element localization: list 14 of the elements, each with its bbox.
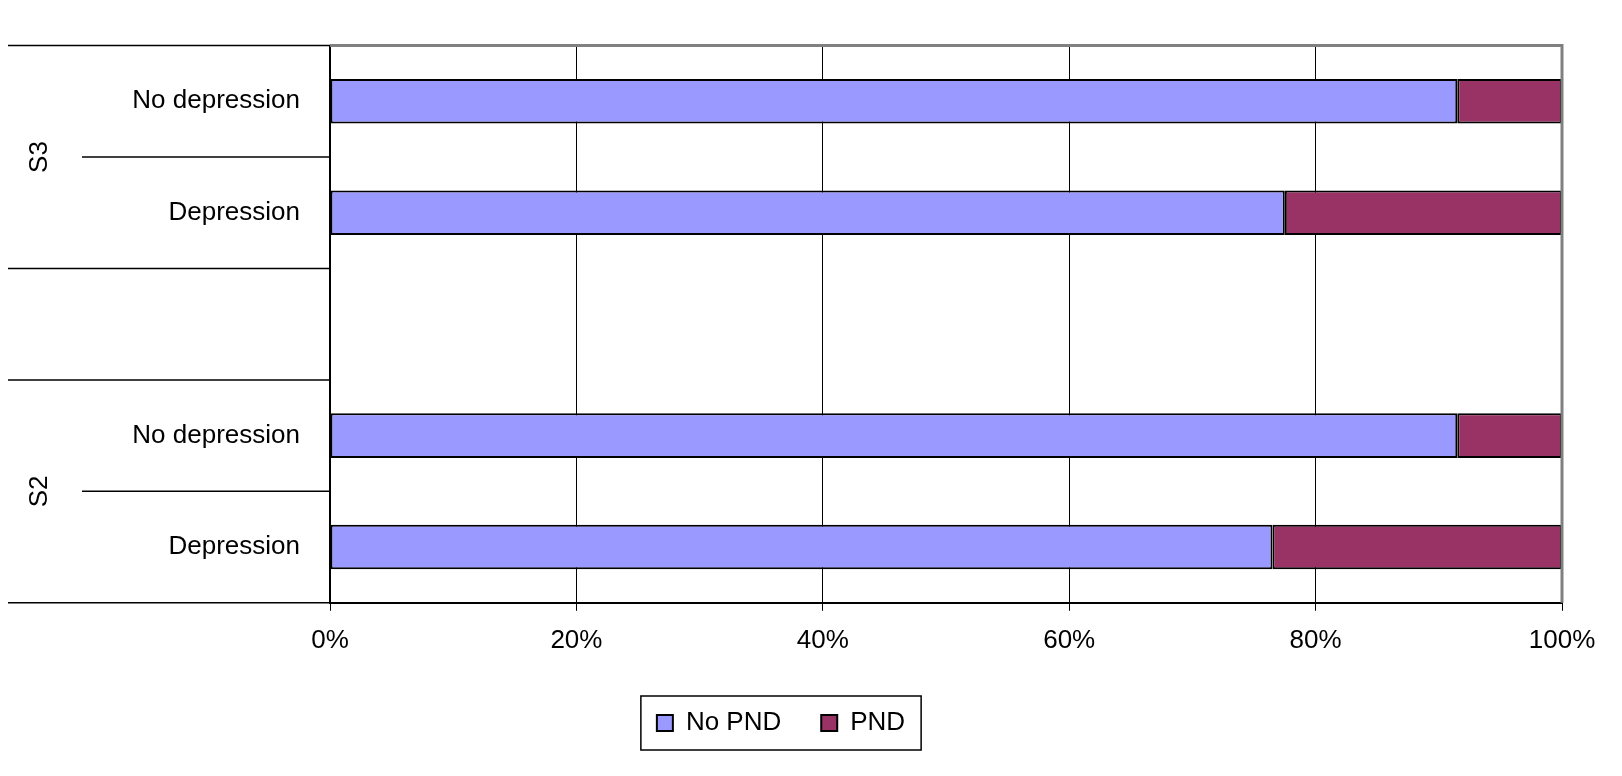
x-tick-label: 80%: [1289, 623, 1342, 654]
y-tick-label: No depression: [132, 418, 300, 449]
x-tick-label: 60%: [1043, 623, 1096, 654]
x-tick-label: 20%: [550, 623, 603, 654]
legend-label: No PND: [685, 706, 782, 737]
text: S3: [23, 141, 54, 173]
y-tick-label: Depression: [168, 195, 300, 226]
text: S2: [23, 475, 54, 508]
legend-label: PND: [850, 706, 906, 737]
y-tick-label: No depression: [132, 84, 300, 115]
x-tick-label: 40%: [796, 623, 849, 654]
x-tick-label: 100%: [1528, 623, 1596, 654]
y-tick-label: Depression: [168, 530, 300, 561]
x-tick-label: 0%: [311, 623, 349, 654]
